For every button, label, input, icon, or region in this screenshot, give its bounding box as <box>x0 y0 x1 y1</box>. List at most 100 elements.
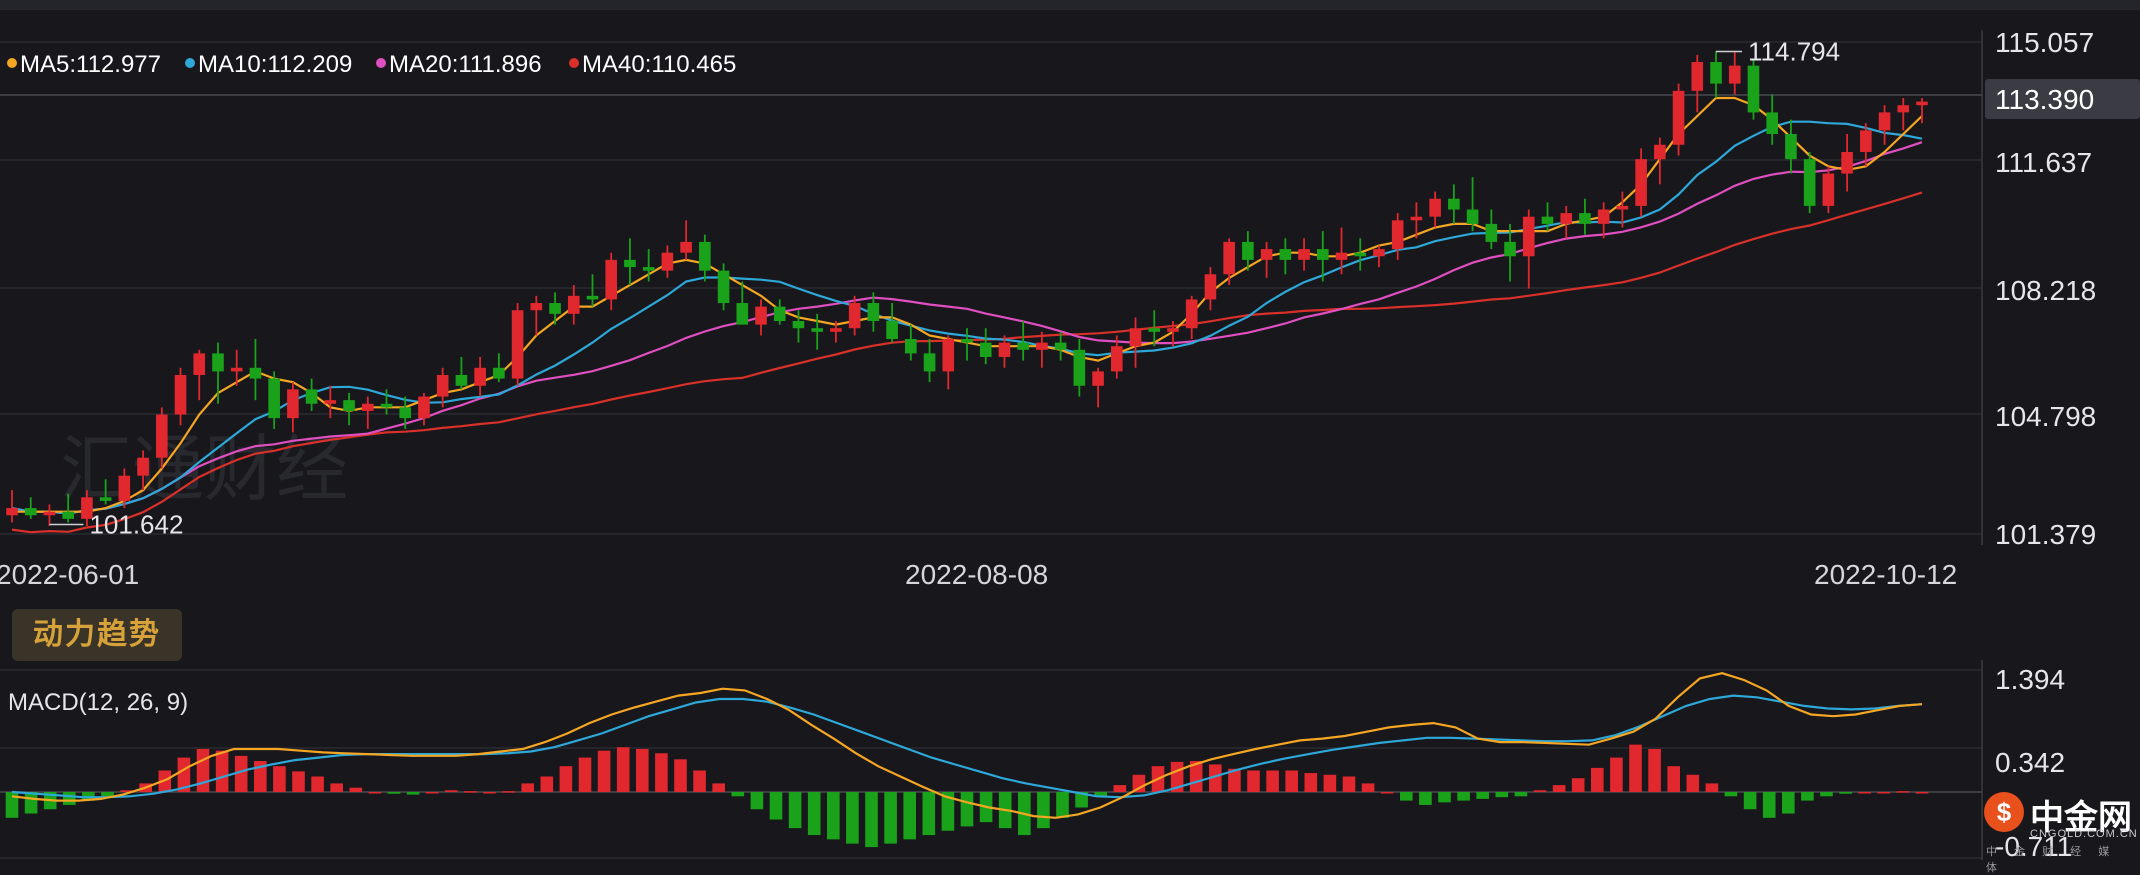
candle-body <box>755 306 767 325</box>
candle-body <box>1466 209 1479 224</box>
macd-histogram-bar <box>941 792 955 831</box>
candle <box>1710 51 1722 99</box>
candle-body <box>1635 159 1647 206</box>
candle <box>155 407 168 469</box>
candle-body <box>212 353 224 372</box>
date-tick-label: 2022-06-01 <box>0 559 139 590</box>
candle <box>998 335 1011 368</box>
candle-body <box>792 321 805 329</box>
macd-histogram-bar <box>1552 785 1566 792</box>
price-tick-label: 108.218 <box>1995 275 2096 306</box>
ma40-legend: MA40:110.465 <box>582 51 736 78</box>
macd-histogram-bar <box>1438 792 1451 803</box>
macd-histogram-bar <box>24 792 38 814</box>
macd-histogram-bar <box>1113 785 1127 792</box>
candle <box>1260 241 1273 278</box>
macd-histogram-bar <box>1571 778 1585 792</box>
candle <box>6 490 18 523</box>
candle-body <box>1560 213 1573 224</box>
candle-body <box>642 267 655 271</box>
macd-histogram-bar <box>253 761 267 792</box>
candle <box>1279 238 1292 275</box>
candle <box>1878 105 1891 145</box>
candle <box>699 234 711 282</box>
candle-body <box>1092 371 1104 386</box>
candle-body <box>174 374 187 415</box>
current-price-tag: 113.390 <box>1985 79 2140 119</box>
candle-body <box>1335 252 1348 260</box>
candle <box>1691 54 1704 113</box>
macd-histogram-bar <box>1056 792 1069 818</box>
candle-body <box>1897 105 1910 113</box>
macd-histogram-bar <box>62 792 76 805</box>
candle <box>717 263 730 311</box>
candle-body <box>811 328 824 332</box>
candle-body <box>1785 133 1797 160</box>
macd-histogram-bar <box>215 750 229 792</box>
macd-histogram-bar <box>330 783 344 792</box>
candle-body <box>699 241 711 271</box>
ma5-legend: MA5:112.977 <box>20 51 161 78</box>
candle <box>886 303 898 343</box>
candle-body <box>1260 249 1273 260</box>
candle-body <box>1728 65 1741 84</box>
candle <box>1298 238 1310 271</box>
candle <box>1054 331 1067 361</box>
candle <box>399 396 412 429</box>
candle-body <box>1204 274 1217 300</box>
macd-histogram-bar <box>693 770 706 792</box>
macd-histogram-bar <box>731 792 745 797</box>
low-annotation: 101.642 <box>89 510 183 540</box>
ma20-legend-dot <box>376 58 386 68</box>
macd-histogram-bar <box>1361 783 1375 792</box>
macd-histogram-bar <box>502 791 515 793</box>
candle <box>1672 83 1685 156</box>
candle <box>474 356 486 397</box>
candle <box>1579 198 1591 235</box>
macd-histogram-bar <box>788 792 802 829</box>
candle <box>1429 191 1441 228</box>
candle <box>773 299 786 325</box>
candle <box>1017 321 1029 361</box>
candle <box>62 493 74 523</box>
candle <box>1728 51 1741 95</box>
candle <box>268 371 280 429</box>
candle <box>1073 339 1086 397</box>
ma10-legend: MA10:112.209 <box>198 51 352 78</box>
candle-body <box>905 339 917 354</box>
candle <box>755 299 767 336</box>
candle-body <box>287 389 299 419</box>
momentum-trend-button[interactable]: 动力趋势 <box>12 609 182 661</box>
macd-histogram-bar <box>865 792 878 848</box>
macd-label: MACD(12, 26, 9) <box>8 689 188 716</box>
macd-histogram-bar <box>769 792 783 820</box>
candle <box>811 313 824 350</box>
candle <box>1391 213 1404 260</box>
macd-histogram-bar <box>1495 792 1509 798</box>
macd-histogram-bar <box>1648 748 1661 792</box>
candle-body <box>62 511 74 519</box>
macd-histogram-bar <box>1610 757 1623 792</box>
macd-histogram-bar <box>1514 792 1528 797</box>
candle <box>1373 245 1385 268</box>
date-tick-label: 2022-10-12 <box>1814 559 1957 590</box>
macd-histogram-bar <box>1419 792 1432 805</box>
candle-body <box>1316 249 1329 260</box>
candle-body <box>1148 328 1161 332</box>
macd-histogram-bar <box>483 792 496 794</box>
macd-histogram-bar <box>1208 764 1222 792</box>
candle <box>1410 202 1423 239</box>
macd-histogram-bar <box>846 792 859 844</box>
candle-body <box>81 497 93 519</box>
macd-histogram-bar <box>884 792 897 844</box>
macd-histogram-bar <box>655 753 668 792</box>
macd-histogram-bar <box>1801 792 1814 801</box>
candle-body <box>1766 112 1779 134</box>
candle <box>1916 98 1928 124</box>
macd-histogram-bar <box>234 755 248 792</box>
candle-body <box>1410 216 1423 221</box>
macd-histogram-bar <box>1189 761 1203 792</box>
candle-body <box>6 508 18 516</box>
